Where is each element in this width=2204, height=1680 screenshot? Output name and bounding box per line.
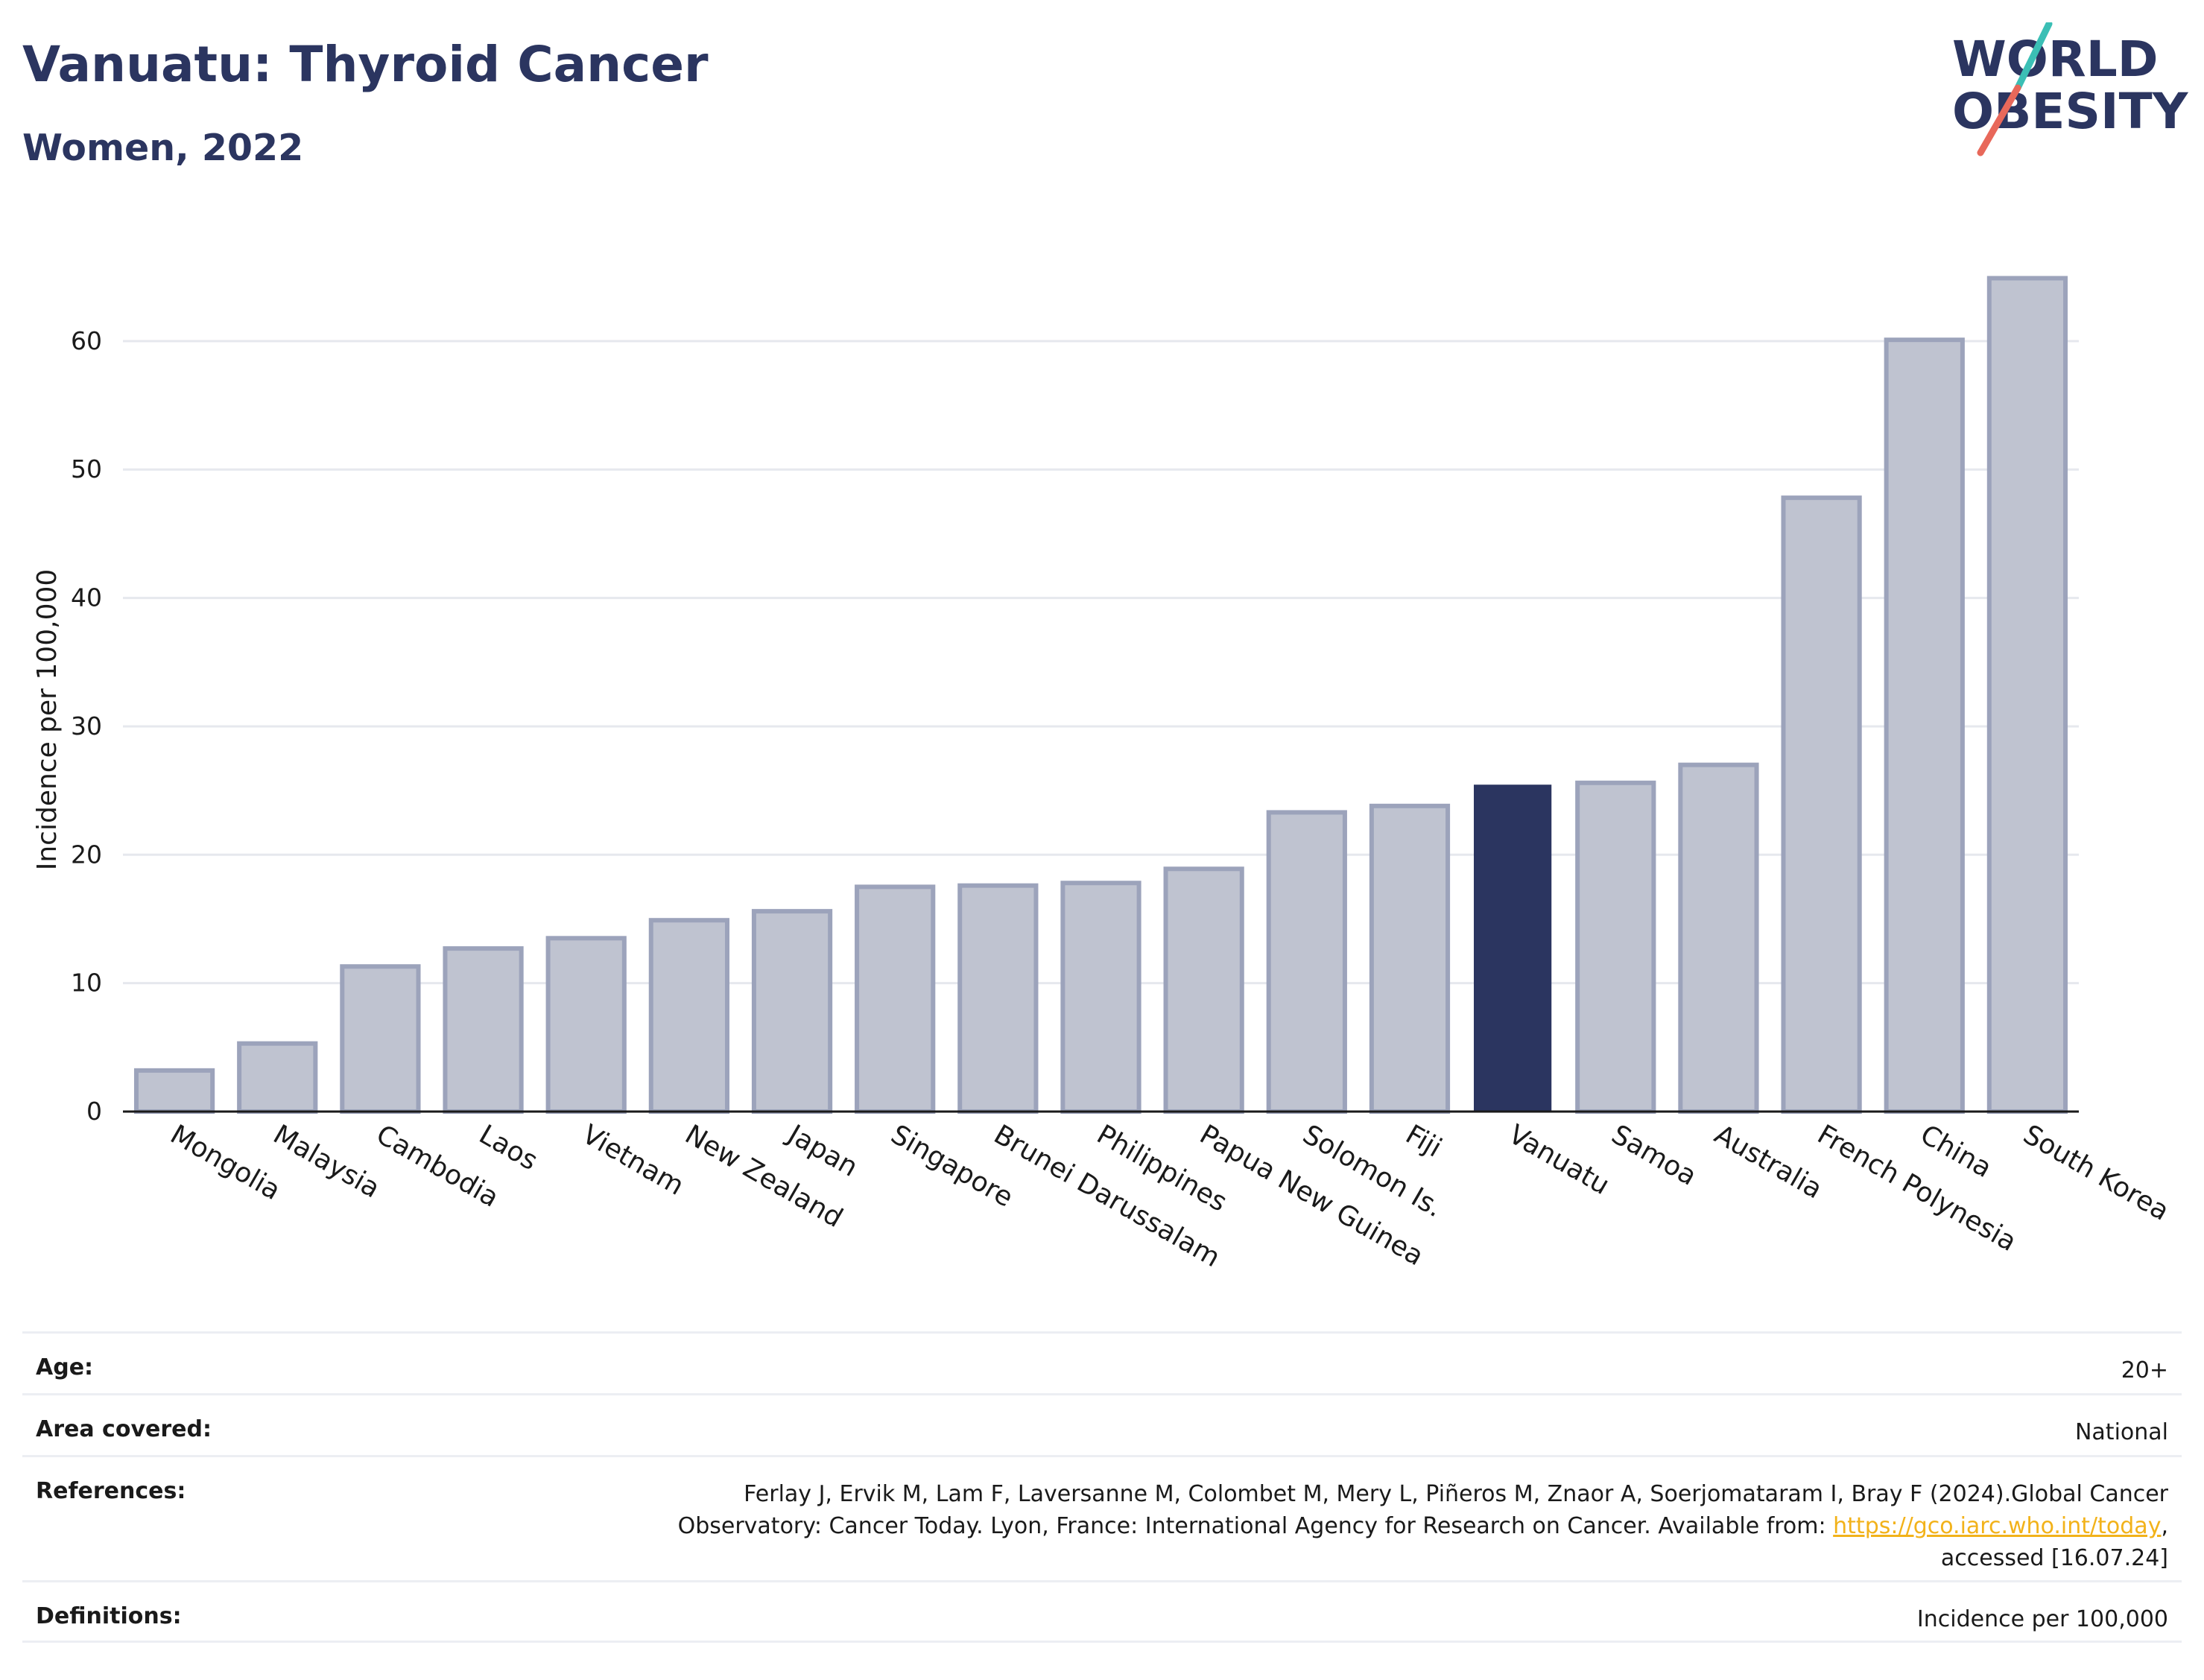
bar-cambodia (340, 964, 421, 1115)
info-row-definitions: Definitions: Incidence per 100,000 (22, 1580, 2182, 1643)
bar-australia (1678, 762, 1759, 1115)
info-row-area: Area covered: National (22, 1393, 2182, 1455)
bar-new-zealand (648, 918, 729, 1114)
age-label: Age: (36, 1354, 94, 1381)
y-tick-label: 40 (71, 583, 102, 612)
x-tick-label: Japan (782, 1118, 863, 1183)
bar-china (1884, 337, 1965, 1114)
x-tick-label: French Polynesia (1812, 1119, 2021, 1258)
x-tick-label: Mongolia (165, 1119, 286, 1206)
age-value: 20+ (2121, 1357, 2168, 1383)
logo-slash-coral (1977, 84, 2021, 156)
area-value: National (2074, 1419, 2168, 1445)
bar-fiji (1369, 803, 1451, 1115)
logo-slash-teal (2014, 22, 2053, 92)
bar-japan (751, 909, 833, 1114)
y-axis-title: Incidence per 100,000 (32, 569, 63, 871)
x-tick-label: South Korea (2018, 1119, 2173, 1227)
chart-subtitle: Women, 2022 (22, 127, 304, 169)
bar-malaysia (237, 1041, 318, 1115)
x-tick-label: China (1915, 1119, 1997, 1184)
bar-singapore (855, 884, 936, 1114)
info-row-references: References: Ferlay J, Ervik M, Lam F, La… (22, 1455, 2182, 1580)
y-tick-label: 10 (71, 969, 102, 998)
references-link[interactable]: https://gco.iarc.who.int/today (1833, 1513, 2162, 1539)
bar-chart: 0 10 20 30 40 50 60 Incidence per 100,000 Mongol… (32, 276, 2174, 1273)
bar-south-korea (1986, 276, 2068, 1114)
x-tick-label: Vanuatu (1504, 1119, 1615, 1201)
references-line2: Observatory: Cancer Today. Lyon, France:… (677, 1513, 1826, 1539)
references-line1: Ferlay J, Ervik M, Lam F, Laversanne M, … (744, 1481, 2168, 1507)
info-row-age: Age: 20+ (22, 1331, 2182, 1393)
references-comma: , (2161, 1513, 2168, 1539)
area-label: Area covered: (36, 1416, 212, 1442)
x-tick-label: Fiji (1400, 1119, 1446, 1164)
bar-vanuatu (1474, 784, 1552, 1112)
definitions-value: Incidence per 100,000 (1916, 1606, 2168, 1632)
y-tick-label: 60 (71, 326, 102, 355)
x-tick-label: Australia (1709, 1119, 1827, 1205)
bar-french-polynesia (1781, 495, 1862, 1114)
references-value: Ferlay J, Ervik M, Lam F, Laversanne M, … (678, 1478, 2168, 1580)
bar-philippines (1060, 881, 1141, 1115)
logo-line1: WORLD (1952, 31, 2159, 88)
y-tick-label: 0 (86, 1097, 102, 1126)
bar-samoa (1575, 780, 1656, 1115)
x-tick-label: Vietnam (577, 1119, 688, 1202)
x-tick-label: Malaysia (268, 1119, 385, 1204)
y-tick-label: 50 (71, 454, 102, 484)
info-table: Age: 20+ Area covered: National Referenc… (22, 1331, 2182, 1643)
bar-papua-new-guinea (1163, 866, 1244, 1114)
bar-mongolia (133, 1068, 215, 1114)
x-tick-label: Laos (474, 1119, 542, 1176)
definitions-label: Definitions: (36, 1603, 182, 1629)
bar-brunei-darussalam (957, 883, 1039, 1114)
bar-vietnam (545, 936, 627, 1114)
chart-title: Vanuatu: Thyroid Cancer (22, 36, 709, 93)
world-obesity-logo: WORLD OBESITY (1952, 22, 2189, 156)
y-tick-label: 20 (71, 840, 102, 869)
references-line3: accessed [16.07.24] (1940, 1545, 2168, 1571)
x-tick-label: Samoa (1606, 1119, 1702, 1192)
bar-solomon-is- (1266, 810, 1347, 1114)
references-label: References: (36, 1478, 186, 1504)
bar-laos (443, 946, 524, 1115)
y-tick-label: 30 (71, 711, 102, 741)
